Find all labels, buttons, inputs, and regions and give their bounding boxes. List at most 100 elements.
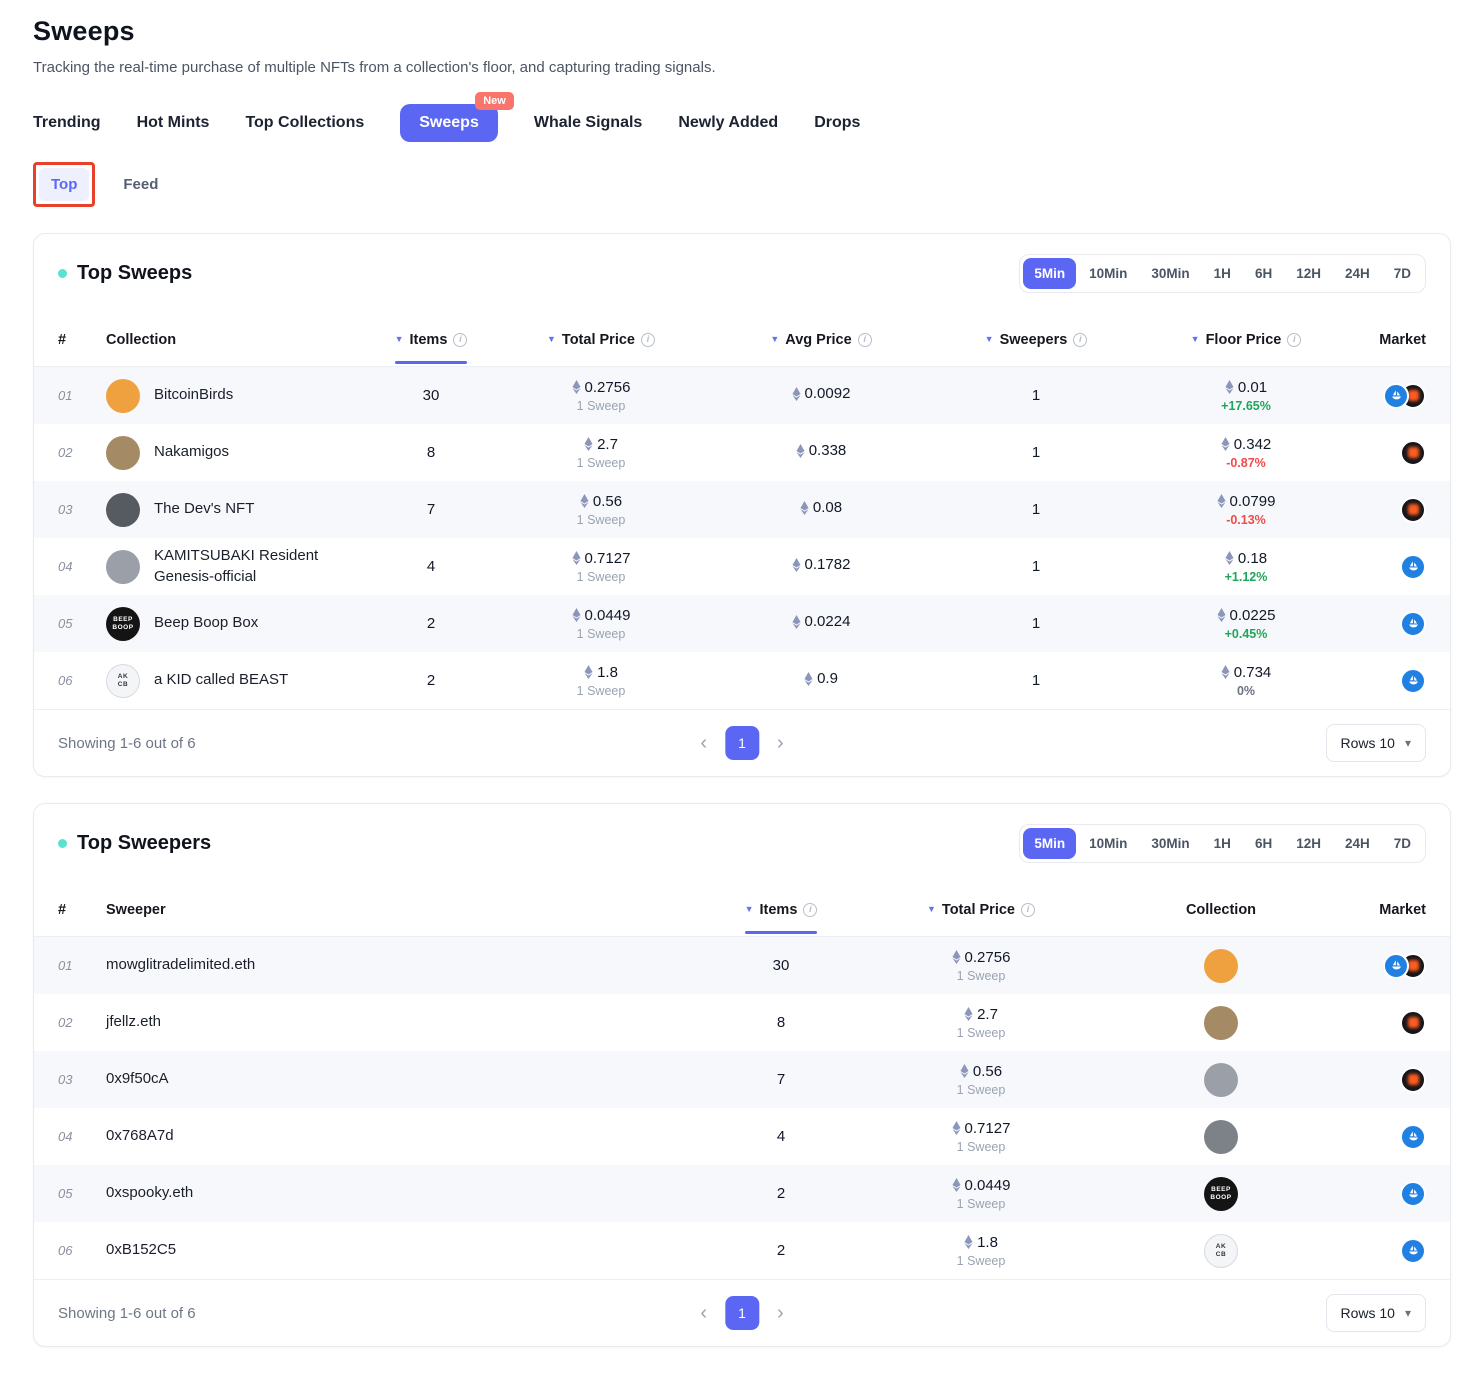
collection-avatar[interactable]	[1204, 948, 1238, 983]
col-floor-price[interactable]: ▼ Floor Price i	[1146, 326, 1346, 354]
sort-arrow-icon[interactable]: ▼	[394, 334, 404, 344]
sweeper-name[interactable]: mowglitradelimited.eth	[106, 956, 256, 974]
info-icon[interactable]: i	[857, 332, 872, 347]
card-title-text: Top Sweepers	[77, 832, 212, 854]
prev-page-button[interactable]: ‹	[694, 1300, 713, 1327]
sort-arrow-icon[interactable]: ▼	[1190, 334, 1200, 344]
sort-arrow-icon[interactable]: ▼	[744, 904, 754, 914]
prev-page-button[interactable]: ‹	[694, 730, 713, 757]
tab-hot-mints[interactable]: Hot Mints	[137, 114, 210, 132]
timeframe-6h[interactable]: 6H	[1244, 258, 1283, 289]
col-items[interactable]: ▼ Items i	[376, 326, 486, 364]
sweeper-name[interactable]: jfellz.eth	[106, 1013, 162, 1031]
table-row[interactable]: 06 0xB152C5 2 1.8 1 Sweep AK CB	[34, 1222, 1450, 1279]
opensea-icon[interactable]	[1400, 1237, 1426, 1264]
table-row[interactable]: 02 jfellz.eth 8 2.7 1 Sweep	[34, 994, 1450, 1051]
timeframe-1h[interactable]: 1H	[1203, 828, 1242, 859]
timeframe-24h[interactable]: 24H	[1334, 258, 1381, 289]
info-icon[interactable]: i	[640, 332, 655, 347]
table-row[interactable]: 04 KAMITSUBAKI Resident Genesis-official…	[34, 538, 1450, 595]
timeframe-1h[interactable]: 1H	[1203, 258, 1242, 289]
timeframe-24h[interactable]: 24H	[1334, 828, 1381, 859]
table-row[interactable]: 05 BEEP BOOP Beep Boop Box 2 0.0449 1 Sw…	[34, 595, 1450, 652]
col-sweepers[interactable]: ▼ Sweepers i	[926, 326, 1146, 354]
timeframe-12h[interactable]: 12H	[1285, 828, 1332, 859]
collection-avatar[interactable]: BEEP BOOP	[1204, 1176, 1238, 1211]
table-row[interactable]: 03 0x9f50cA 7 0.56 1 Sweep	[34, 1051, 1450, 1108]
sweeper-name[interactable]: 0xB152C5	[106, 1241, 177, 1259]
opensea-icon[interactable]	[1400, 610, 1426, 637]
info-icon[interactable]: i	[1073, 332, 1088, 347]
collection-name[interactable]: Nakamigos	[154, 443, 230, 461]
opensea-icon[interactable]	[1400, 553, 1426, 580]
top-sweeps-card: Top Sweeps 5Min 10Min 30Min 1H 6H 12H 24H 7D # …	[33, 233, 1451, 777]
info-icon[interactable]: i	[453, 332, 468, 347]
sort-arrow-icon[interactable]: ▼	[547, 334, 556, 344]
opensea-icon[interactable]	[1383, 952, 1409, 979]
blur-icon[interactable]	[1400, 1009, 1426, 1036]
subtab-feed[interactable]: Feed	[111, 168, 170, 201]
sort-arrow-icon[interactable]: ▼	[927, 904, 936, 914]
subtab-top[interactable]: Top	[39, 168, 90, 201]
table-row[interactable]: 02 Nakamigos 8 2.7 1 Sweep 0.338 1 0.342…	[34, 424, 1450, 481]
info-icon[interactable]: i	[1020, 902, 1035, 917]
collection-avatar[interactable]	[1204, 1005, 1238, 1040]
tab-newly-added[interactable]: Newly Added	[678, 114, 778, 132]
tab-sweeps[interactable]: Sweeps New	[400, 92, 514, 142]
timeframe-7d[interactable]: 7D	[1383, 828, 1422, 859]
collection-avatar[interactable]	[1204, 1119, 1238, 1154]
opensea-icon[interactable]	[1400, 1123, 1426, 1150]
opensea-icon[interactable]	[1400, 1180, 1426, 1207]
tab-drops[interactable]: Drops	[814, 114, 860, 132]
timeframe-30min[interactable]: 30Min	[1140, 258, 1200, 289]
timeframe-30min[interactable]: 30Min	[1140, 828, 1200, 859]
col-total-price[interactable]: ▼ Total Price i	[486, 326, 716, 354]
opensea-icon[interactable]	[1383, 382, 1409, 409]
timeframe-12h[interactable]: 12H	[1285, 258, 1332, 289]
blur-icon[interactable]	[1400, 1066, 1426, 1093]
timeframe-10min[interactable]: 10Min	[1078, 258, 1138, 289]
table-row[interactable]: 04 0x768A7d 4 0.7127 1 Sweep	[34, 1108, 1450, 1165]
sweeper-name[interactable]: 0xspooky.eth	[106, 1184, 194, 1202]
collection-avatar[interactable]: AK CB	[1204, 1233, 1238, 1268]
eth-icon	[572, 380, 581, 394]
table-row[interactable]: 03 The Dev's NFT 7 0.56 1 Sweep 0.08 1 0…	[34, 481, 1450, 538]
timeframe-6h[interactable]: 6H	[1244, 828, 1283, 859]
table-row[interactable]: 06 AK CB a KID called BEAST 2 1.8 1 Swee…	[34, 652, 1450, 709]
sweeper-name[interactable]: 0x768A7d	[106, 1127, 174, 1145]
collection-avatar[interactable]	[1204, 1062, 1238, 1097]
tab-trending[interactable]: Trending	[33, 114, 101, 132]
info-icon[interactable]: i	[1287, 332, 1302, 347]
collection-name[interactable]: BitcoinBirds	[154, 386, 234, 404]
sort-arrow-icon[interactable]: ▼	[770, 334, 780, 344]
rows-per-page-dropdown[interactable]: Rows 10 ▾	[1325, 724, 1426, 762]
table-row[interactable]: 05 0xspooky.eth 2 0.0449 1 Sweep BEEP BO…	[34, 1165, 1450, 1222]
blur-icon[interactable]	[1400, 496, 1426, 523]
next-page-button[interactable]: ›	[771, 1300, 790, 1327]
timeframe-5min[interactable]: 5Min	[1023, 258, 1077, 289]
next-page-button[interactable]: ›	[771, 730, 790, 757]
collection-name[interactable]: KAMITSUBAKI Resident Genesis-official	[154, 547, 319, 585]
collection-name[interactable]: Beep Boop Box	[154, 614, 259, 632]
table-row[interactable]: 01 mowglitradelimited.eth 30 0.2756 1 Sw…	[34, 937, 1450, 994]
col-total-price[interactable]: ▼ Total Price i	[856, 896, 1106, 924]
collection-name[interactable]: The Dev's NFT	[154, 500, 255, 518]
tab-whale-signals[interactable]: Whale Signals	[534, 114, 642, 132]
tab-top-collections[interactable]: Top Collections	[245, 114, 364, 132]
sort-arrow-icon[interactable]: ▼	[984, 334, 994, 344]
page-button[interactable]: 1	[725, 1296, 759, 1330]
timeframe-7d[interactable]: 7D	[1383, 258, 1422, 289]
opensea-icon[interactable]	[1400, 667, 1426, 694]
rows-per-page-dropdown[interactable]: Rows 10 ▾	[1325, 1294, 1426, 1332]
collection-name[interactable]: a KID called BEAST	[154, 671, 289, 689]
col-items[interactable]: ▼ Items i	[706, 896, 856, 934]
blur-icon[interactable]	[1400, 439, 1426, 466]
eth-icon	[1221, 665, 1230, 679]
table-row[interactable]: 01 BitcoinBirds 30 0.2756 1 Sweep 0.0092…	[34, 367, 1450, 424]
timeframe-10min[interactable]: 10Min	[1078, 828, 1138, 859]
page-button[interactable]: 1	[725, 726, 759, 760]
timeframe-5min[interactable]: 5Min	[1023, 828, 1077, 859]
col-avg-price[interactable]: ▼ Avg Price i	[716, 326, 926, 354]
info-icon[interactable]: i	[803, 902, 818, 917]
sweeper-name[interactable]: 0x9f50cA	[106, 1070, 169, 1088]
